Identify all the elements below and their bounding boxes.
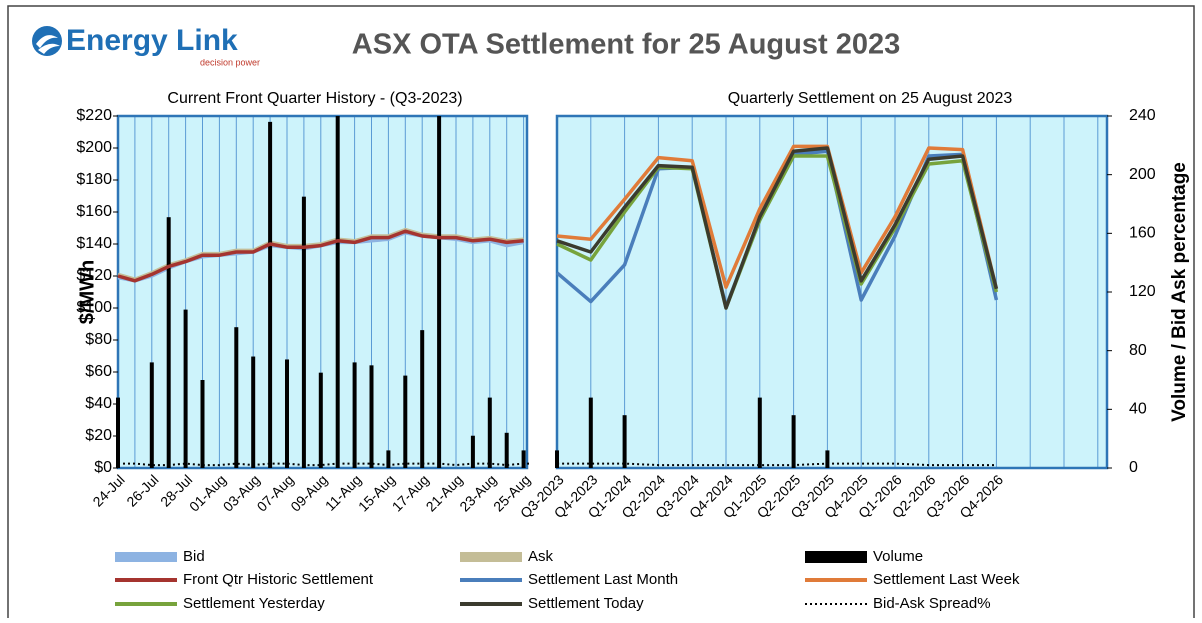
volume-bar [437, 116, 442, 468]
series-line [118, 462, 997, 467]
legend-label: Ask [528, 548, 554, 565]
volume-bar [825, 450, 830, 468]
y-tick-label: $120 [76, 267, 112, 284]
y2-tick-label: 40 [1129, 401, 1147, 418]
series-line [556, 144, 999, 290]
panel-gap [529, 114, 555, 470]
volume-bar [234, 327, 239, 468]
y-tick-label: $140 [76, 235, 112, 252]
volume-bar [420, 330, 425, 468]
y2-tick-label: 80 [1129, 342, 1147, 359]
legend-label: Front Qtr Historic Settlement [183, 571, 374, 588]
legend-label: Settlement Yesterday [183, 595, 325, 612]
chart-title: ASX OTA Settlement for 25 August 2023 [352, 29, 900, 61]
series-line [556, 146, 999, 310]
y2-tick-label: 200 [1129, 166, 1156, 183]
volume-bar [335, 116, 340, 468]
volume-bar [352, 362, 357, 468]
y2-axis-label: Volume / Bid Ask percentage [1169, 162, 1190, 422]
volume-bar [251, 356, 256, 468]
y-tick-label: $200 [76, 139, 112, 156]
volume-bar [200, 380, 205, 468]
volume-bar [183, 309, 188, 468]
y-tick-label: $80 [85, 331, 112, 348]
logo-text: Energy Link [66, 24, 238, 57]
volume-bar [757, 397, 762, 468]
legend-swatch [460, 552, 522, 562]
volume-bar [301, 196, 306, 468]
volume-bar [555, 450, 559, 468]
legend-label: Settlement Today [528, 595, 644, 612]
y-tick-label: $0 [94, 459, 112, 476]
y-tick-label: $100 [76, 299, 112, 316]
volume-bar [470, 435, 475, 468]
y-tick-label: $160 [76, 203, 112, 220]
legend-label: Settlement Last Month [528, 571, 678, 588]
volume-bar [285, 359, 289, 468]
volume-bar [268, 121, 273, 468]
volume-bar [521, 450, 526, 468]
y2-tick-label: 240 [1129, 107, 1156, 124]
y-tick-label: $220 [76, 107, 112, 124]
series-line [117, 229, 524, 283]
logo-icon [32, 26, 62, 56]
volume-bar [487, 397, 492, 468]
volume-bar [403, 375, 408, 468]
volume-bar [369, 365, 374, 468]
volume-bar [791, 415, 796, 468]
volume-bar [504, 432, 509, 468]
y-axis-label: $/MWh [76, 260, 98, 324]
legend-label: Bid-Ask Spread% [873, 595, 991, 612]
legend-label: Volume [873, 548, 923, 565]
y2-tick-label: 0 [1129, 459, 1138, 476]
volume-bar [166, 217, 171, 468]
y-tick-label: $60 [85, 363, 112, 380]
series-line [556, 154, 999, 310]
volume-bar [116, 397, 120, 468]
volume-bar [588, 397, 593, 468]
y-tick-label: $40 [85, 395, 112, 412]
volume-bar [318, 372, 323, 468]
panel-title: Current Front Quarter History - (Q3-2023… [167, 90, 462, 107]
legend-label: Bid [183, 548, 205, 565]
logo-tagline: decision power [200, 57, 260, 67]
legend-label: Settlement Last Week [873, 571, 1020, 588]
y-tick-label: $180 [76, 171, 112, 188]
panel-title: Quarterly Settlement on 25 August 2023 [728, 90, 1013, 107]
legend-swatch [115, 552, 177, 562]
legend-swatch [805, 551, 867, 563]
volume-bar [386, 450, 391, 468]
volume-bar [149, 362, 154, 468]
y2-tick-label: 160 [1129, 225, 1156, 242]
y2-tick-label: 120 [1129, 283, 1156, 300]
y-tick-label: $20 [85, 427, 112, 444]
volume-bar [622, 415, 627, 468]
